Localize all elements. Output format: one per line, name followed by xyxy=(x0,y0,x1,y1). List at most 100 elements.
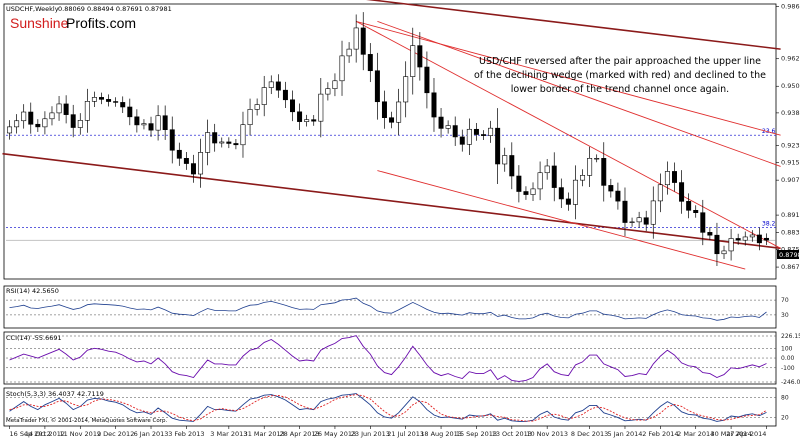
candle-body xyxy=(657,184,663,202)
candle-body xyxy=(714,234,720,255)
candle-body xyxy=(466,128,472,145)
candle-body xyxy=(643,217,649,225)
candle-body xyxy=(572,179,578,205)
main-price-panel: USDCHF,Weekly 0.88069 0.88494 0.87691 0.… xyxy=(2,0,800,280)
candle-body xyxy=(664,171,670,186)
time-tick-label: 10 Nov 2013 xyxy=(526,430,568,438)
indicator-level-label: -100 xyxy=(781,365,795,372)
candle-body xyxy=(226,141,232,144)
candle-body xyxy=(21,111,27,122)
candle-body xyxy=(742,236,748,241)
time-tick-label: 14 Oct 2012 xyxy=(25,430,65,438)
time-tick-label: 28 Apr 2013 xyxy=(279,430,319,438)
candle-body xyxy=(56,103,62,114)
candle-body xyxy=(374,70,380,103)
candle-body xyxy=(756,234,762,244)
candle-body xyxy=(629,221,635,223)
candle-body xyxy=(42,118,48,128)
candle-body xyxy=(346,48,352,57)
indicator-level-label: 20 xyxy=(781,414,789,421)
candle-body xyxy=(77,120,83,128)
indicator-level-label: 100 xyxy=(781,345,793,352)
candle-body xyxy=(99,97,104,100)
price-tick-label: 0.91530 xyxy=(781,159,800,167)
candle-body xyxy=(162,115,168,131)
time-tick-label: 27 Apr 2014 xyxy=(726,430,766,438)
candle-body xyxy=(198,152,204,175)
candle-body xyxy=(176,149,182,159)
candle-body xyxy=(155,115,161,131)
time-tick-label: 18 Aug 2013 xyxy=(420,430,462,438)
time-tick-label: 5 Jan 2014 xyxy=(608,430,643,438)
candle-body xyxy=(459,136,465,145)
candle-body xyxy=(219,141,225,144)
time-tick-label: 23 Jun 2013 xyxy=(351,430,390,438)
candle-body xyxy=(148,123,154,131)
candle-body xyxy=(551,165,557,188)
time-tick-label: 3 Mar 2013 xyxy=(210,430,247,438)
candle-body xyxy=(304,119,310,122)
price-tick-label: 0.87550 xyxy=(781,246,800,254)
brand-logo-sunshine: Sunshine xyxy=(10,15,69,31)
price-axis: 0.98690 0.96290 0.95030 0.93810 0.92310 0.915… xyxy=(776,2,800,271)
annotation-line-1: USD/CHF reversed after the pair approach… xyxy=(479,56,761,67)
candle-body xyxy=(495,127,501,165)
time-tick-label: 9 Dec 2012 xyxy=(97,430,134,438)
candle-body xyxy=(297,111,303,122)
cci-line xyxy=(9,335,767,382)
candle-body xyxy=(134,116,140,126)
candle-body xyxy=(417,45,423,68)
candle-body xyxy=(594,158,600,160)
price-tick-label: 0.95030 xyxy=(781,82,800,90)
time-tick-label: 16 Sep 2012 xyxy=(10,430,51,438)
channel-lower-line xyxy=(2,152,781,250)
stoch-panel: Stoch(5,3,3) 36.4037 42.7119 MetaTrader … xyxy=(3,387,789,427)
candle-body xyxy=(240,124,246,146)
candle-body xyxy=(693,209,699,213)
annotation-line-3: lower border of the trend channel once a… xyxy=(511,84,729,95)
candle-body xyxy=(749,234,755,238)
candle-body xyxy=(516,175,522,192)
stoch-line-group: 80 20 xyxy=(6,393,789,422)
candle-body xyxy=(339,55,345,82)
cci-title: CCI(14) -55.6691 xyxy=(6,334,62,342)
candle-body xyxy=(205,132,211,153)
candle-body xyxy=(636,217,642,223)
current-price-marker xyxy=(777,250,799,259)
candle-body xyxy=(63,103,69,115)
candle-body xyxy=(367,54,373,72)
candle-body xyxy=(530,188,536,195)
candlesticks xyxy=(7,12,769,267)
time-tick-label: 15 Sep 2013 xyxy=(456,430,497,438)
time-tick-label: 30 Mar 2014 xyxy=(710,430,751,438)
stoch-signal-line xyxy=(9,394,767,422)
candle-body xyxy=(537,172,543,190)
candle-body xyxy=(183,158,189,164)
candle-body xyxy=(488,127,494,136)
analysis-annotation: USD/CHF reversed after the pair approach… xyxy=(474,56,766,95)
price-tick-label: 0.93810 xyxy=(781,109,800,117)
candle-body xyxy=(290,99,295,113)
candle-body xyxy=(672,171,677,183)
candle-body xyxy=(275,81,281,91)
candle-body xyxy=(360,27,366,55)
candle-body xyxy=(381,101,387,118)
channel-upper-line xyxy=(365,0,781,50)
candle-body xyxy=(544,165,550,174)
candle-body xyxy=(212,132,218,144)
candle-body xyxy=(91,97,97,102)
candle-body xyxy=(650,200,656,225)
price-tick-label: 0.89130 xyxy=(781,211,800,219)
price-tick-label: 0.86750 xyxy=(781,263,800,271)
candle-body xyxy=(127,106,133,118)
price-tick-label: 0.96290 xyxy=(781,55,800,63)
candle-body xyxy=(473,128,479,135)
candle-body xyxy=(558,187,564,200)
candle-body xyxy=(396,101,402,123)
trend-lines xyxy=(2,0,781,270)
stoch-title: Stoch(5,3,3) 36.4037 42.7119 xyxy=(6,390,104,398)
candle-body xyxy=(35,123,41,128)
candle-body xyxy=(608,185,614,192)
